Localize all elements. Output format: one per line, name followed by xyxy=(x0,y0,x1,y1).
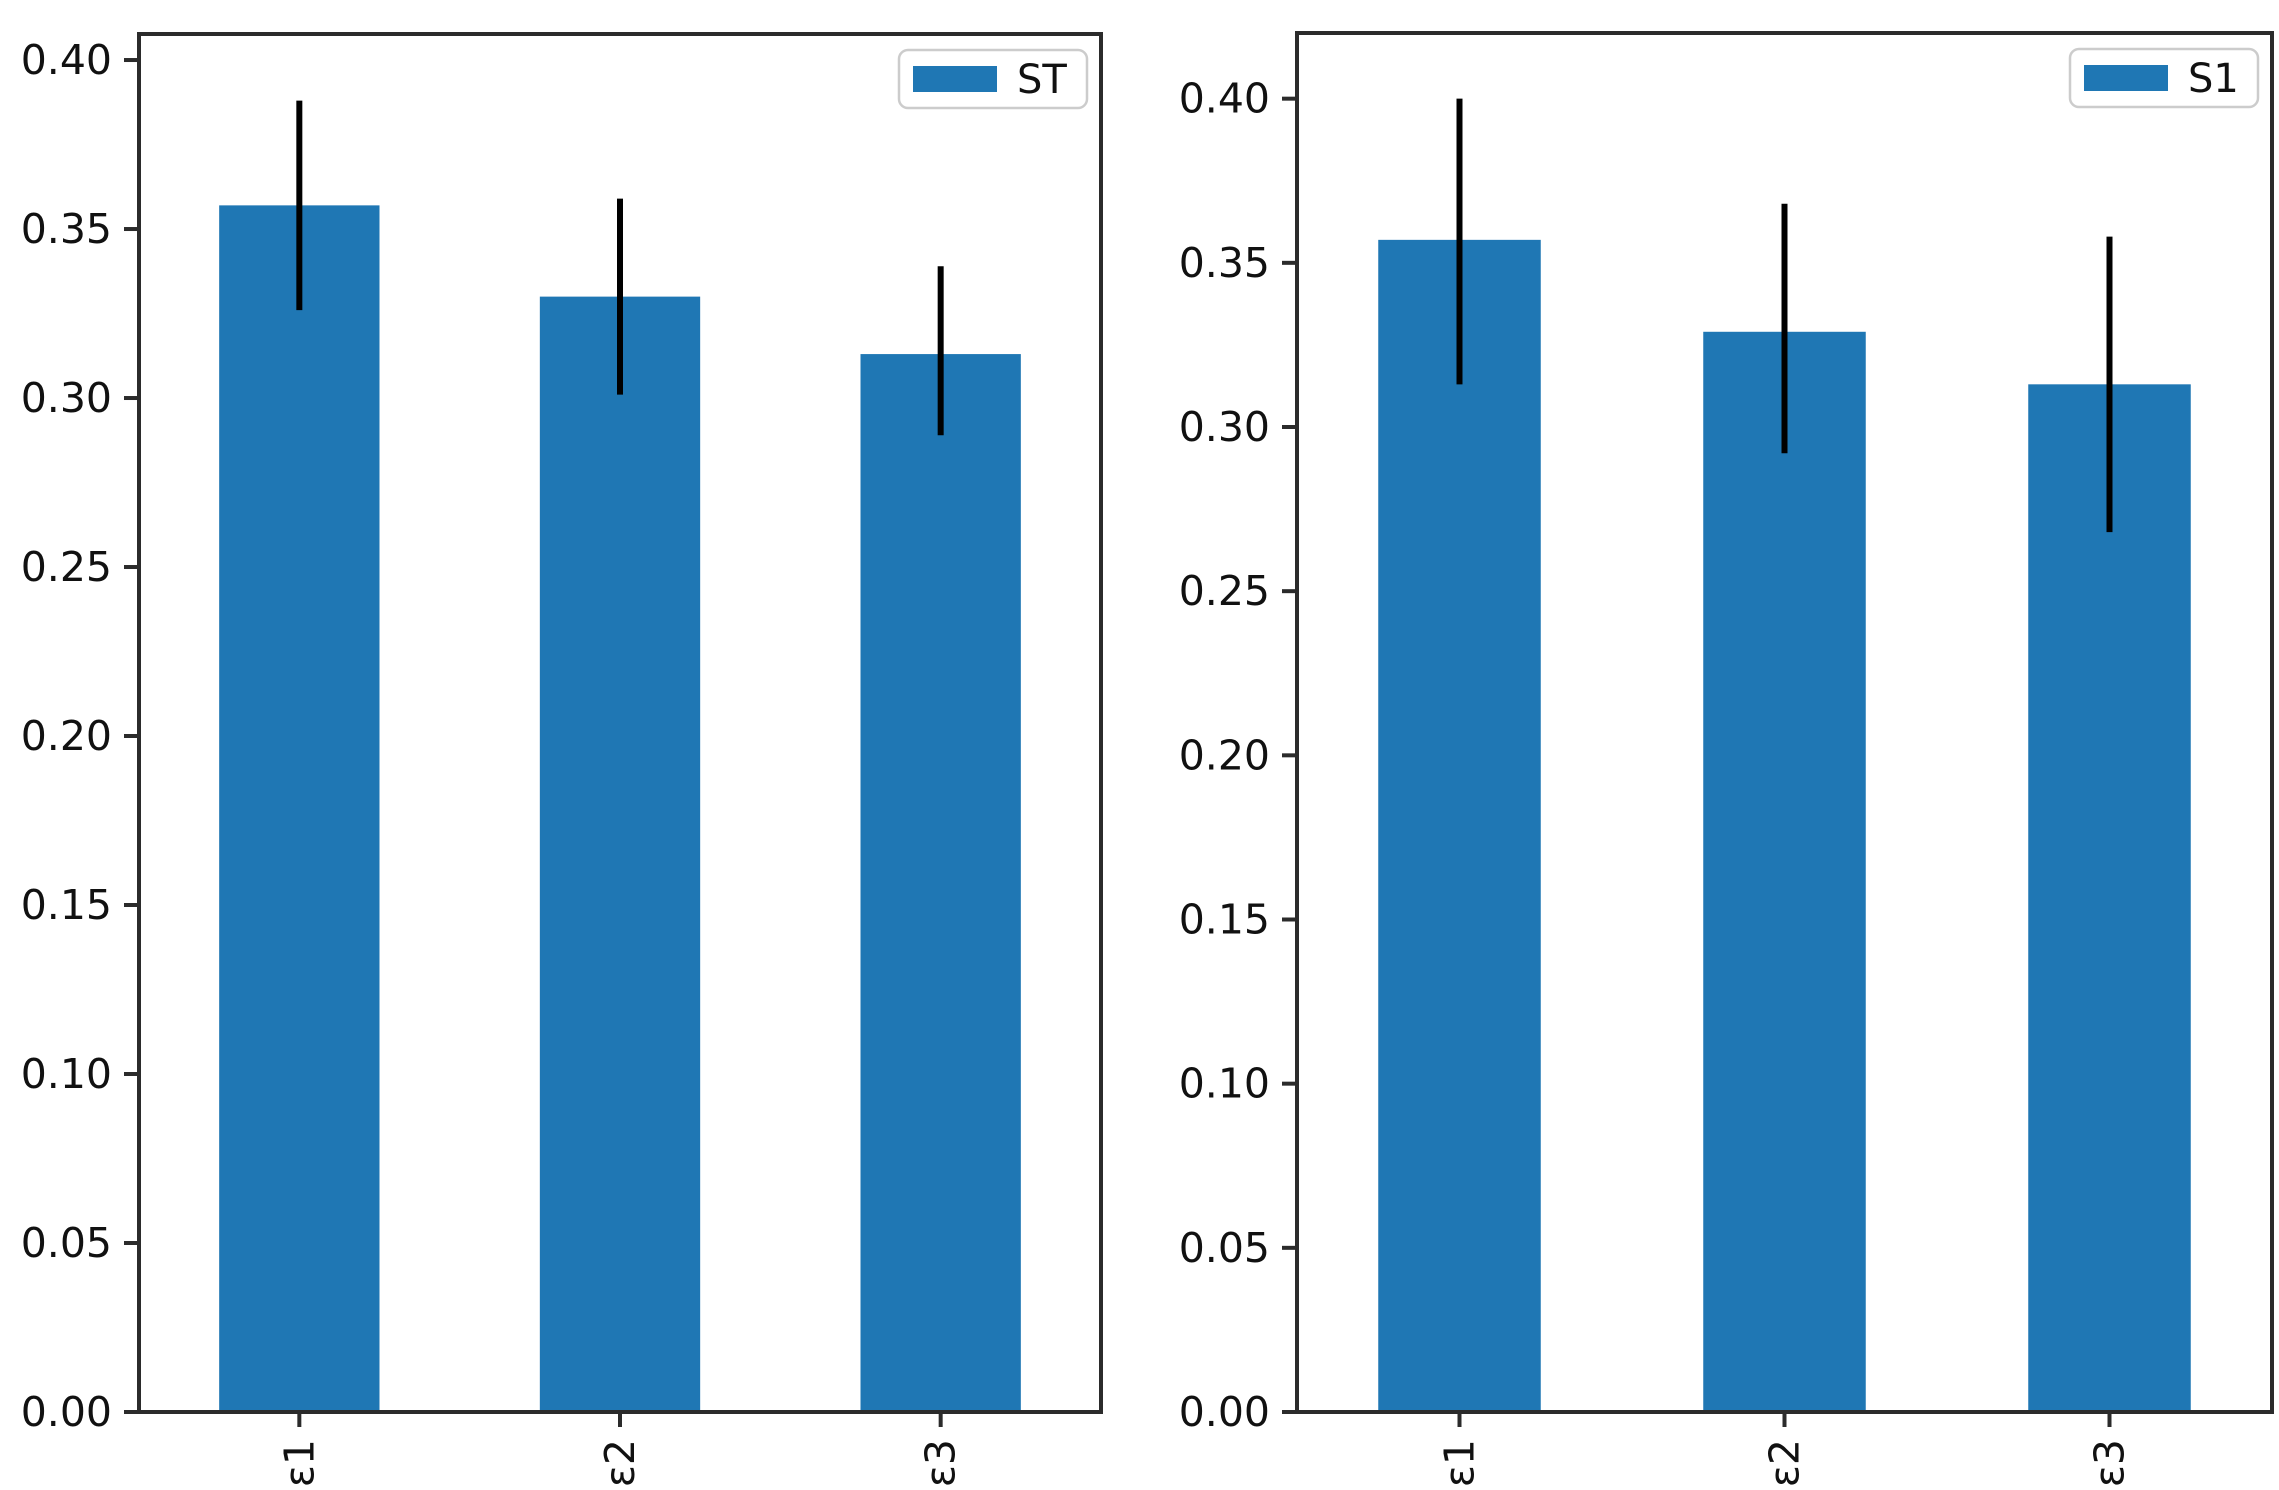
y-axis-tick-label: 0.00 xyxy=(1179,1388,1270,1436)
bar-ε3 xyxy=(860,354,1021,1412)
legend-label: ST xyxy=(1017,57,1067,103)
y-axis-tick-label: 0.25 xyxy=(1179,567,1270,615)
bar-ε2 xyxy=(1703,331,1866,1412)
chart-canvas: 0.00 0.05 0.10 0.15 0.20 0.25 0.30 0.35 0.40 ε1 ε2… xyxy=(1179,31,2274,1487)
y-axis-tick-label: 0.05 xyxy=(21,1219,112,1267)
y-axis-tick-label: 0.10 xyxy=(1179,1060,1270,1108)
y-axis-tick-label: 0.30 xyxy=(1179,403,1270,451)
chart-s1: 0.00 0.05 0.10 0.15 0.20 0.25 0.30 0.35 0.40 ε1 ε2… xyxy=(1140,0,2279,1490)
x-axis-tick-label: ε1 xyxy=(1436,1439,1484,1487)
bar-ε1 xyxy=(1378,239,1541,1413)
y-axis-tick-label: 0.30 xyxy=(21,374,112,422)
x-axis-tick-label: ε1 xyxy=(275,1439,323,1487)
bar-ε2 xyxy=(539,296,701,1412)
y-axis-tick-label: 0.40 xyxy=(21,36,112,84)
y-axis-tick-label: 0.25 xyxy=(21,543,112,591)
legend: ST xyxy=(897,48,1089,110)
legend: S1 xyxy=(2068,47,2260,109)
chart-st: 0.00 0.05 0.10 0.15 0.20 0.25 0.30 0.35 0.40 ε1 ε2… xyxy=(21,32,1103,1487)
y-axis-tick-label: 0.15 xyxy=(21,881,112,929)
y-axis-tick-label: 0.00 xyxy=(21,1388,112,1436)
x-axis-tick-label: ε2 xyxy=(1761,1439,1809,1487)
bar-ε1 xyxy=(219,205,380,1412)
y-axis-tick-label: 0.10 xyxy=(21,1050,112,1098)
x-axis-tick-label: ε3 xyxy=(917,1439,965,1487)
y-axis-tick-label: 0.40 xyxy=(1179,75,1270,123)
legend-swatch xyxy=(913,66,997,92)
x-axis-tick-label: ε2 xyxy=(596,1439,644,1487)
legend-swatch xyxy=(2084,65,2168,91)
y-axis-tick-label: 0.20 xyxy=(1179,731,1270,779)
x-axis-tick-label: ε3 xyxy=(2086,1439,2134,1487)
bar-ε3 xyxy=(2028,384,2191,1413)
y-axis-tick-label: 0.35 xyxy=(21,205,112,253)
y-axis-tick-label: 0.15 xyxy=(1179,896,1270,944)
legend-label: S1 xyxy=(2188,56,2239,102)
y-axis-tick-label: 0.20 xyxy=(21,712,112,760)
y-axis-tick-label: 0.05 xyxy=(1179,1224,1270,1272)
y-axis-tick-label: 0.35 xyxy=(1179,239,1270,287)
chart-canvas: 0.00 0.05 0.10 0.15 0.20 0.25 0.30 0.35 0.40 ε1 ε2… xyxy=(21,32,1103,1487)
